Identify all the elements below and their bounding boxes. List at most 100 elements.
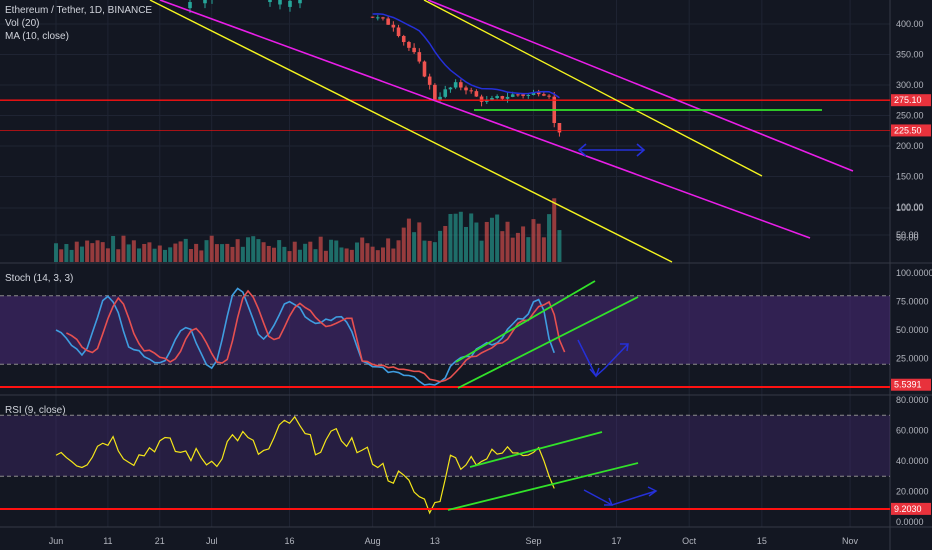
candle-body [500, 96, 505, 99]
volume-bar [360, 237, 365, 262]
rsi-legend[interactable]: RSI (9, close) [5, 404, 66, 417]
stoch-tick-label: 75.0000 [896, 297, 929, 307]
candle-body [407, 42, 411, 48]
volume-bar [329, 239, 334, 262]
volume-bar [547, 214, 552, 262]
volume-bar [505, 221, 510, 262]
volume-bar [90, 243, 95, 262]
volume-bar [220, 244, 225, 262]
volume-bar [246, 237, 251, 262]
candle-body [381, 17, 385, 19]
resistance-price-tag: 275.10 [894, 95, 922, 105]
volume-bar [266, 245, 271, 262]
candle-body [433, 84, 437, 100]
time-tick-label: 13 [430, 536, 440, 546]
volume-bar [484, 221, 489, 262]
rsi-value-tag-bg [891, 502, 931, 515]
rsi-line [55, 415, 555, 515]
time-tick-label: Sep [525, 536, 541, 546]
candle-body [547, 95, 551, 97]
volume-bar [453, 213, 458, 262]
candle-body [464, 87, 468, 91]
volume-bar [209, 235, 214, 262]
volume-bar [303, 243, 308, 262]
candles[interactable] [188, 0, 562, 137]
volume-bar [79, 246, 84, 262]
time-tick-label: Jun [49, 536, 64, 546]
volume-bar [380, 247, 385, 262]
rsi-channel-upper [469, 431, 603, 468]
trend-drawings[interactable] [0, 0, 890, 511]
candle-body [453, 82, 458, 88]
volume-bar [349, 249, 354, 262]
volume-bar [464, 226, 469, 262]
stoch-value-tag-bg [891, 378, 931, 391]
time-tick-label: Oct [682, 536, 697, 546]
volume-bar [297, 249, 302, 262]
volume-bar [308, 241, 313, 262]
volume-bar [137, 248, 142, 262]
volume-bar [121, 235, 126, 262]
candle-body [401, 36, 406, 43]
volume-tick-label: 50.00 [896, 230, 919, 240]
volume-bar [318, 236, 323, 262]
candle-body [396, 27, 401, 37]
time-tick-label: Jul [206, 536, 218, 546]
stoch-legend[interactable]: Stoch (14, 3, 3) [5, 272, 73, 285]
candle-body [495, 96, 499, 99]
moving-average [372, 13, 560, 99]
volume-bar [131, 240, 136, 262]
volume-bar [365, 243, 370, 262]
stoch-channel-lower [457, 296, 639, 389]
rsi-tick-label: 40.0000 [896, 456, 929, 466]
volume-bar [355, 242, 360, 262]
volume-bar [64, 244, 69, 262]
volume-bar [116, 249, 121, 262]
volume-bar [188, 248, 193, 262]
volume-bar [292, 241, 297, 262]
volume-bar [344, 248, 349, 262]
vol-legend[interactable]: Vol (20) [5, 18, 40, 29]
volume-bar [552, 198, 557, 262]
candle-body [521, 94, 525, 96]
volume-bar [515, 232, 520, 262]
volume-bar [178, 241, 183, 262]
blue-arrow-head-left [577, 143, 587, 157]
volume-bar [204, 240, 209, 262]
candle-body [557, 122, 562, 133]
volume-bar [100, 242, 105, 262]
rsi-line [55, 415, 555, 515]
candle-body [298, 0, 302, 4]
candle-body [412, 47, 416, 53]
candle-body [391, 24, 396, 28]
volume-bar [489, 217, 494, 262]
volume-bar [557, 230, 562, 262]
price-tick-label: 400.00 [896, 19, 924, 29]
price-tags: 275.10 225.50 5.5391 9.2030 [891, 94, 931, 515]
rsi-arrow-head-up [647, 486, 658, 497]
symbol-title[interactable]: Ethereum / Tether, 1D, BINANCE [5, 5, 153, 16]
volume-bar [261, 242, 266, 262]
ma-line [372, 13, 560, 99]
volume-bar [105, 248, 110, 262]
volume-bar [235, 239, 240, 262]
time-tick-label: Aug [365, 536, 381, 546]
volume-bar [427, 240, 432, 262]
ma-legend[interactable]: MA (10, close) [5, 31, 69, 42]
candle-body [510, 94, 515, 97]
volume-bar [126, 244, 131, 262]
rsi-tick-label: 0.0000 [896, 517, 924, 527]
blue-arrow-head-right [636, 143, 646, 157]
candle-body [484, 100, 489, 102]
stoch-blue-path [577, 339, 629, 378]
candle-body [203, 0, 207, 4]
volume-bar [271, 247, 276, 262]
rsi-tick-label: 20.0000 [896, 487, 929, 497]
volume-bar [391, 248, 396, 262]
rsi-title: RSI (9, close) [5, 405, 66, 416]
volume-bar [334, 240, 339, 262]
volume-bar [199, 250, 204, 262]
volume-bar [287, 251, 292, 262]
volume-bar [469, 213, 474, 262]
